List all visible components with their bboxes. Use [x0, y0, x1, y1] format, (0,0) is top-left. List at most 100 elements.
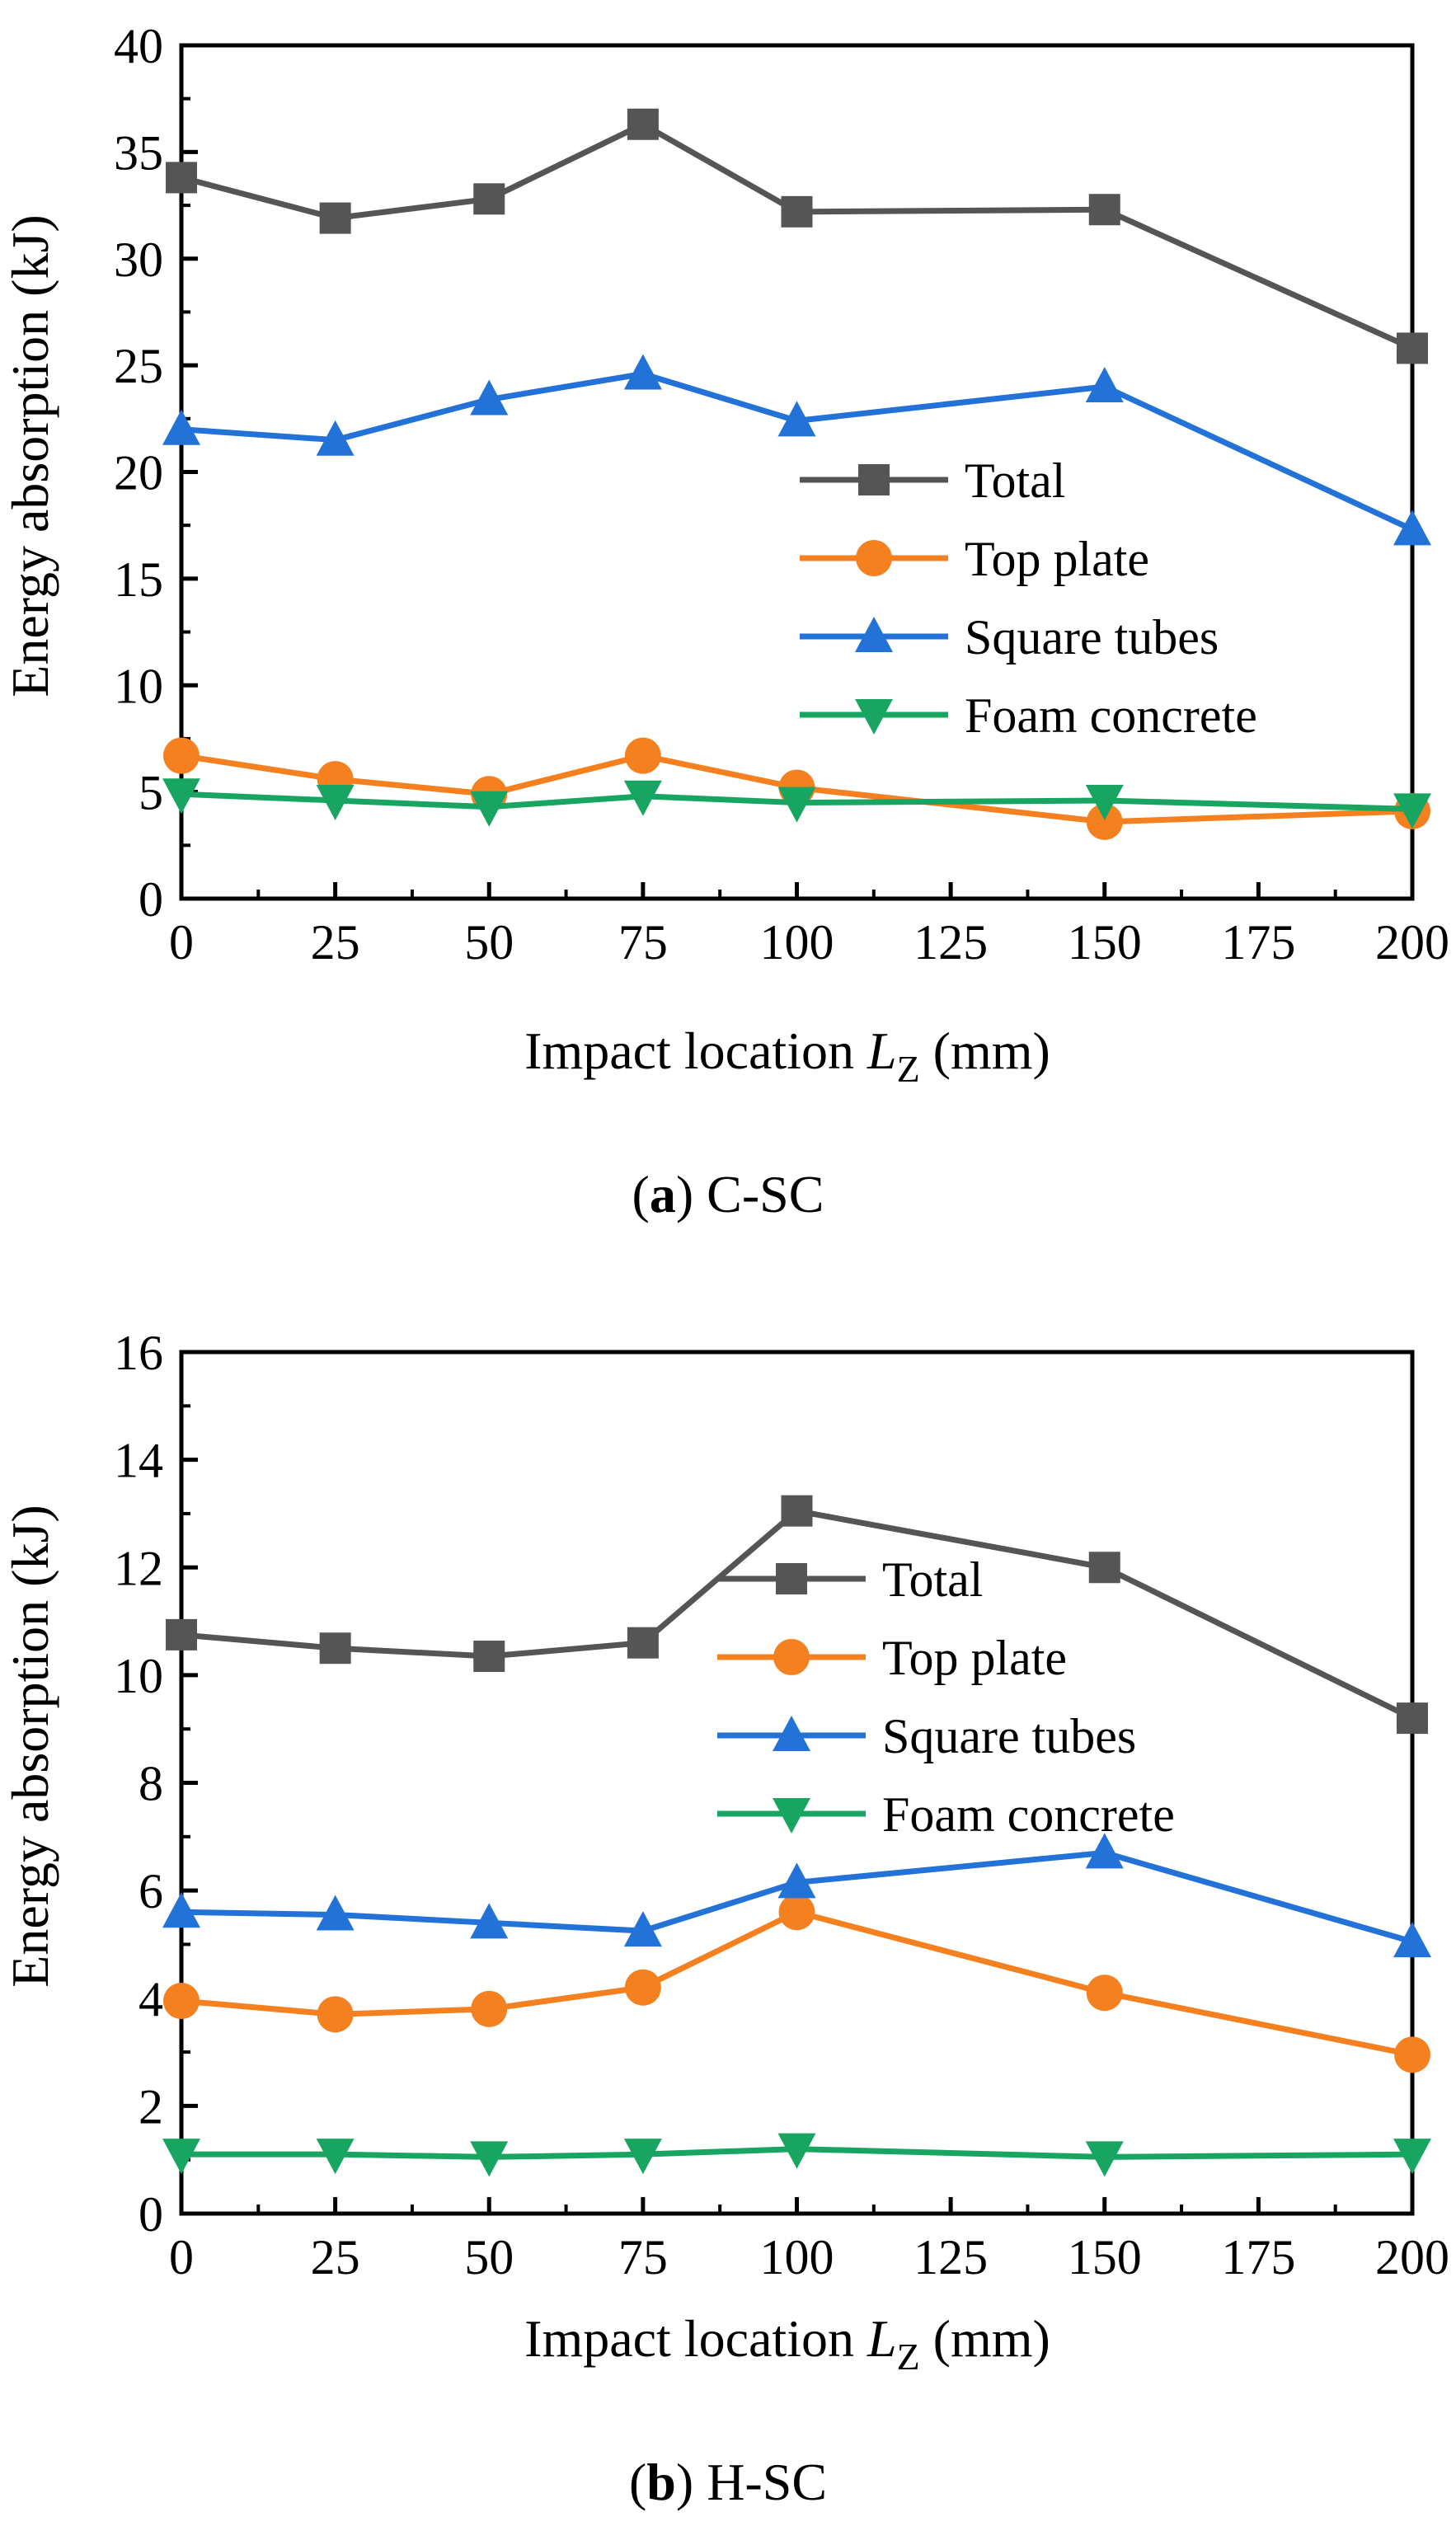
panel-b-series-square-tubes: [162, 1833, 1431, 1958]
panel-b-y-tick-label: 2: [139, 2079, 163, 2134]
panel-b-total-point: [473, 1641, 505, 1673]
panel-a-total-line: [181, 121, 1414, 351]
panel-a-foam-concrete-point: [470, 791, 509, 827]
panel-b-y-tick-label: 16: [114, 1326, 163, 1380]
panel-a-legend-label-foam-concrete: Foam concrete: [965, 688, 1257, 743]
panel-b-top-plate-point: [1086, 1974, 1123, 2012]
panel-a-series-total: [166, 108, 1428, 364]
panel-a-total-point: [627, 108, 659, 140]
panel-b-legend: Total Top plate Square tubes Foam concrete: [717, 1552, 1175, 1842]
panel-a-chart: Energy absorption (kJ) Impact location L…: [1, 19, 1449, 1223]
panel-a-square-tubes-point: [470, 379, 509, 416]
panel-a-square-tubes-point: [316, 420, 355, 456]
panel-a-y-tick-label: 40: [114, 19, 163, 73]
panel-a-y-tick-label: 20: [114, 446, 163, 500]
panel-b-foam-concrete-point: [623, 2139, 662, 2175]
panel-b-square-tubes-point: [316, 1895, 355, 1931]
panel-b-total-point: [627, 1627, 659, 1659]
panel-b-axes-frame: [179, 1350, 1415, 2216]
panel-b-x-axis-title: Impact location LZ (mm): [524, 2309, 1050, 2378]
panel-a-square-tubes-line: [181, 370, 1414, 533]
panel-b-foam-concrete-point: [1393, 2139, 1431, 2175]
panel-b-total-point: [1397, 1702, 1428, 1735]
panel-b-x-tick-label: 25: [311, 2230, 360, 2284]
panel-b-square-tubes-point: [777, 1862, 816, 1899]
panel-a-y-tick-label: 5: [139, 766, 163, 820]
panel-b-x-tick-label: 200: [1375, 2230, 1449, 2284]
panel-b-y-tick-label: 10: [114, 1649, 163, 1703]
panel-a-y-tick-label: 25: [114, 339, 163, 393]
panel-b-top-plate-line: [181, 1909, 1413, 2058]
panel-b-x-tick-label: 125: [914, 2230, 988, 2284]
panel-b-chart: Energy absorption (kJ) Impact location L…: [1, 1326, 1449, 2511]
panel-b-series-foam-concrete: [162, 2133, 1431, 2177]
panel-b-total-point: [781, 1495, 813, 1527]
panel-a-y-tick-label: 15: [114, 552, 163, 607]
panel-b-total-point: [319, 1632, 351, 1665]
panel-b-square-tubes-point: [470, 1903, 509, 1939]
panel-a-series-square-tubes: [162, 354, 1431, 546]
panel-a-y-axis-title: Energy absorption (kJ): [1, 214, 59, 697]
panel-a-total-point: [319, 202, 351, 234]
panel-b-series-top-plate: [163, 1894, 1430, 2073]
panel-b-y-tick-label: 14: [114, 1434, 163, 1488]
panel-a-square-tubes-point: [777, 401, 816, 437]
panel-b-top-plate-point: [778, 1894, 815, 1931]
panel-b-x-tick-label: 75: [618, 2230, 668, 2284]
panel-b-square-tubes-point: [1085, 1833, 1124, 1869]
panel-b-foam-concrete-point: [777, 2133, 816, 2169]
panel-b-top-plate-point: [471, 1990, 508, 2027]
panel-a-square-tubes-point: [1085, 367, 1124, 402]
panel-a-legend: Total Top plate Square tubes Foam concrete: [800, 453, 1257, 743]
panel-b-top-plate-point: [624, 1969, 661, 2006]
panel-b-y-axis-title: Energy absorption (kJ): [1, 1505, 59, 1987]
panel-b-legend-marker-total: [776, 1563, 807, 1594]
panel-b-foam-concrete-point: [1085, 2141, 1124, 2177]
panel-a-square-tubes-point: [623, 354, 662, 390]
panel-a-legend-marker-top-plate: [856, 540, 892, 576]
panel-a-y-tick-label: 0: [139, 872, 163, 927]
panel-b-total-point: [166, 1618, 197, 1650]
panel-a-x-tick-label: 75: [618, 915, 668, 970]
panel-a-series-foam-concrete: [162, 778, 1431, 829]
panel-a-x-tick-label: 100: [760, 915, 834, 970]
panel-b-foam-concrete-point: [470, 2141, 509, 2177]
panel-a-square-tubes-point: [162, 409, 200, 445]
panel-b-foam-concrete-point: [162, 2139, 200, 2175]
panel-a-total-point: [1088, 194, 1120, 226]
panel-b-y-tick-label: 8: [139, 1757, 163, 1811]
panel-b-x-tick-label: 100: [760, 2230, 834, 2284]
panel-a-square-tubes-point: [1393, 509, 1431, 546]
panel-a-top-plate-point: [163, 737, 200, 774]
panel-a-x-tick-label: 0: [169, 915, 194, 970]
panel-b-square-tubes-point: [1393, 1922, 1431, 1958]
panel-b-caption: (b) H-SC: [629, 2453, 827, 2511]
panel-a-legend-label-square-tubes: Square tubes: [965, 610, 1219, 664]
panel-a-legend-marker-foam-concrete: [855, 699, 893, 735]
panel-a-foam-concrete-point: [623, 780, 662, 816]
panel-a-x-tick-label: 175: [1221, 915, 1295, 970]
panel-b-legend-label-square-tubes: Square tubes: [882, 1709, 1136, 1763]
panel-b-x-tick-label: 50: [464, 2230, 514, 2284]
panel-a-foam-concrete-point: [777, 787, 816, 823]
panel-b-top-plate-point: [163, 1983, 200, 2020]
panel-a-y-tick-label: 35: [114, 125, 163, 180]
panel-b-total-line: [181, 1508, 1414, 1721]
panel-a-total-point: [473, 183, 505, 215]
panel-b-x-tick-label: 0: [169, 2230, 194, 2284]
panel-b-legend-marker-top-plate: [773, 1639, 810, 1675]
panel-b-x-tick-label: 150: [1068, 2230, 1142, 2284]
panel-b-legend-label-total: Total: [882, 1552, 983, 1607]
panel-a-legend-marker-total: [858, 464, 890, 495]
panel-b-top-plate-point: [1394, 2036, 1430, 2073]
panel-a-x-tick-label: 200: [1375, 915, 1449, 970]
panel-a-y-tick-label: 10: [114, 659, 163, 713]
panel-a-x-tick-label: 50: [464, 915, 514, 970]
panel-a-caption: (a) C-SC: [632, 1165, 824, 1223]
panel-a-top-plate-point: [1086, 803, 1123, 840]
panel-a-legend-label-top-plate: Top plate: [965, 532, 1149, 586]
panel-b-legend-label-top-plate: Top plate: [882, 1631, 1067, 1685]
panel-a-x-tick-label: 25: [311, 915, 360, 970]
panel-b-foam-concrete-point: [316, 2139, 355, 2175]
